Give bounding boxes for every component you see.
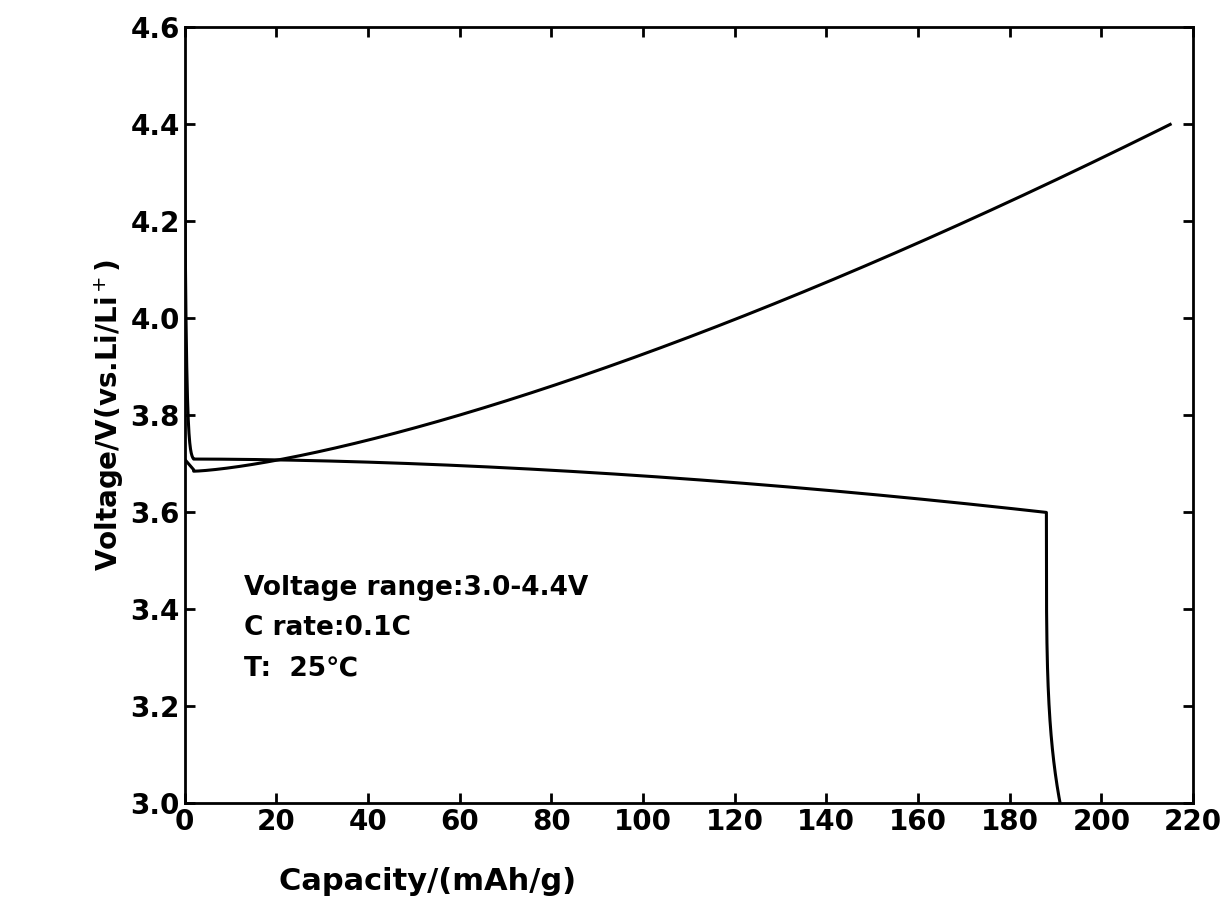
Text: Voltage/V(vs.Li/Li$^+$): Voltage/V(vs.Li/Li$^+$) [92,259,125,572]
Text: Capacity/(mAh/g): Capacity/(mAh/g) [279,866,608,896]
Text: Voltage range:3.0-4.4V
C rate:0.1C
T:  25℃: Voltage range:3.0-4.4V C rate:0.1C T: 25… [244,575,588,681]
